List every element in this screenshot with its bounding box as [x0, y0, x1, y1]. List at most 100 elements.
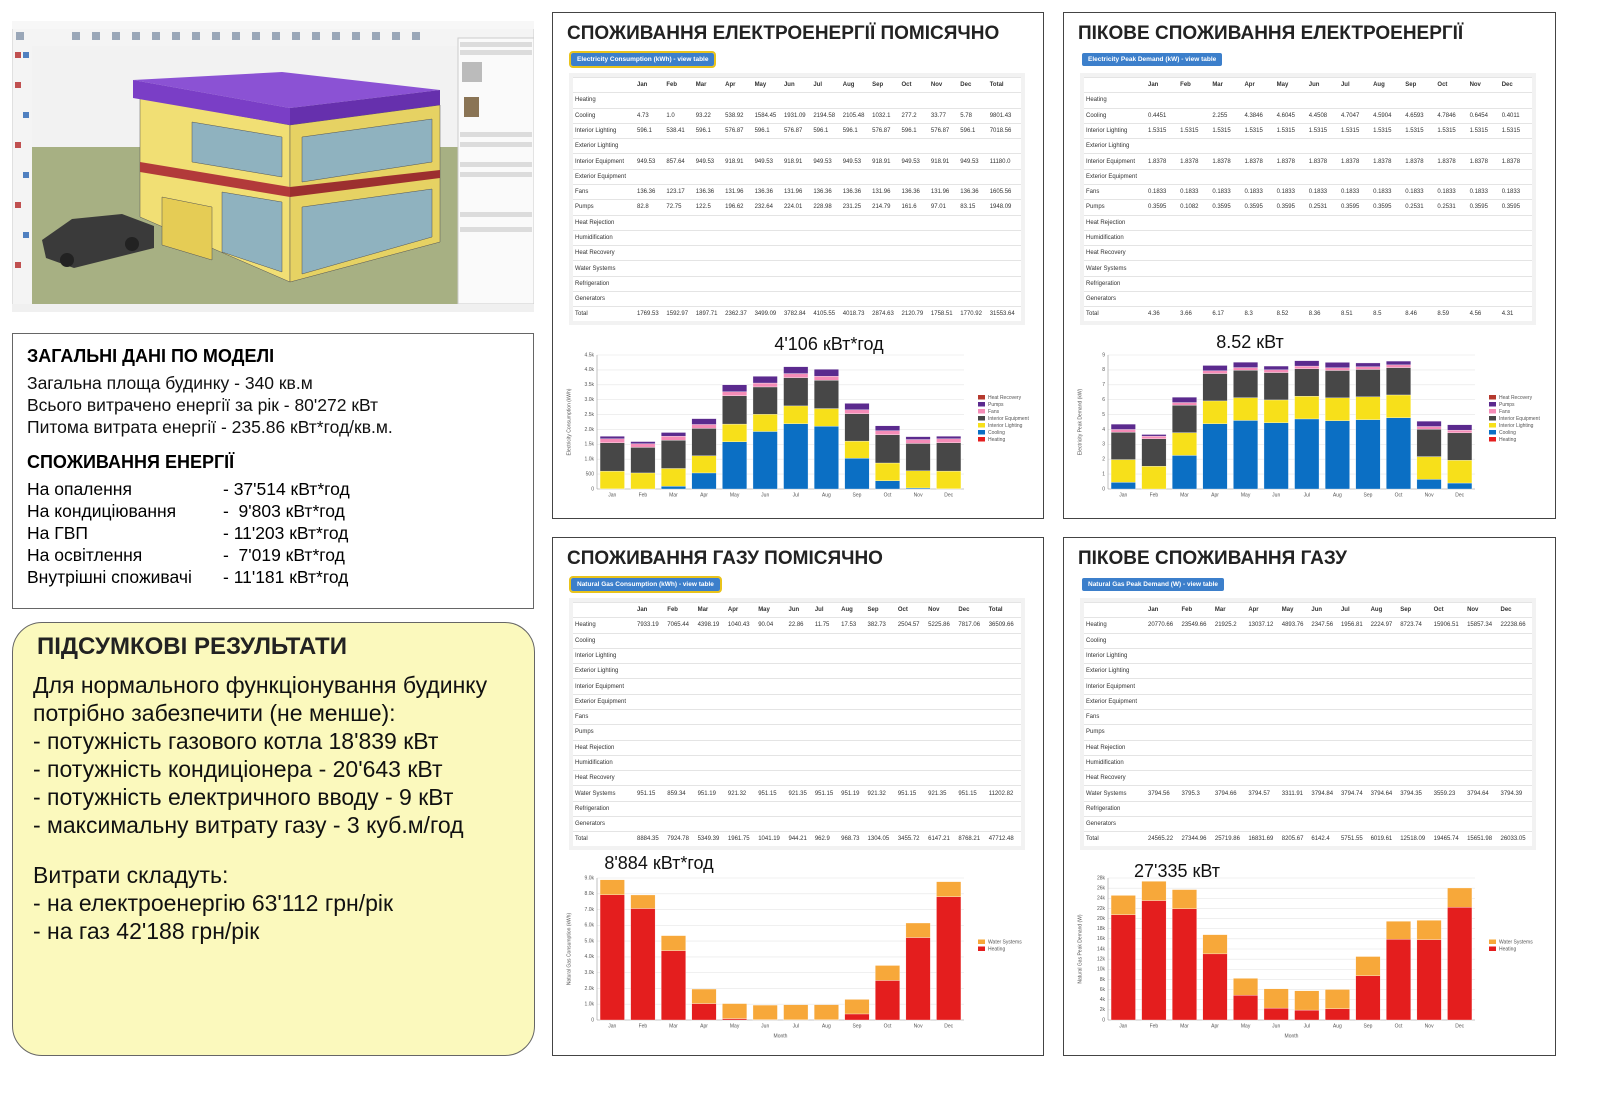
table-cell — [1398, 754, 1432, 771]
table-cell: 1.8378 — [1338, 153, 1372, 170]
table-cell: 0.2531 — [1306, 199, 1339, 216]
table-row: Fans 0.1833 0.1833 0.1833 0.1833 0.1833 0.1833… — [1084, 183, 1532, 200]
table-cell: 1.0 — [664, 107, 694, 124]
table-cell — [986, 693, 1021, 710]
table-row: Interior Equipment 1.8378 1.8378 1.8378 1.83… — [1084, 153, 1532, 170]
view-table-button[interactable]: Natural Gas Peak Demand (W) - view table — [1082, 578, 1225, 591]
column-header: Jan — [635, 601, 666, 618]
table-cell — [986, 739, 1021, 756]
table-cell: 576.87 — [723, 122, 753, 139]
table-cell — [870, 245, 900, 261]
table-cell: 12518.09 — [1398, 831, 1432, 846]
table-cell — [1274, 260, 1307, 277]
table-cell — [1309, 632, 1339, 649]
table-cell: 1.8378 — [1178, 153, 1211, 170]
bar — [905, 443, 931, 471]
row-label: Pumps — [1084, 199, 1146, 216]
y-tick-label: 1 — [1102, 471, 1105, 477]
view-table-button[interactable]: Electricity Consumption (kWh) - view tab… — [568, 51, 717, 68]
legend-swatch — [978, 395, 985, 400]
table-cell — [695, 815, 726, 832]
table-cell — [725, 632, 757, 649]
table-cell — [812, 663, 840, 679]
x-tick-label: Aug — [1333, 1023, 1342, 1029]
bar — [1386, 921, 1411, 940]
table-cell — [756, 770, 787, 786]
table-cell — [1371, 275, 1404, 292]
y-tick-label: 24k — [1097, 896, 1106, 902]
y-tick-label: 4.5k — [585, 352, 595, 358]
column-header: May — [756, 601, 787, 618]
table-cell — [1179, 632, 1213, 649]
x-tick-label: Oct — [1395, 1023, 1403, 1029]
y-tick-label: 2.5k — [585, 412, 595, 418]
row-label: Generators — [1084, 815, 1146, 832]
table-cell — [812, 678, 840, 695]
table-cell: 918.91 — [928, 153, 959, 170]
table-cell — [1368, 754, 1399, 771]
table-cell — [635, 275, 665, 292]
bar — [1447, 424, 1473, 431]
x-tick-label: May — [730, 492, 740, 498]
table-cell — [1403, 290, 1436, 307]
table-cell — [1306, 138, 1339, 154]
table-cell: 8.51 — [1338, 306, 1372, 321]
table-cell — [1274, 229, 1307, 246]
column-header: Jul — [1338, 601, 1369, 618]
bar — [1416, 420, 1442, 427]
table-cell — [987, 290, 1021, 307]
table-cell — [811, 290, 841, 307]
y-tick-label: 5.0k — [585, 938, 595, 944]
table-cell — [956, 708, 987, 725]
table-cell — [1146, 770, 1180, 786]
table-cell — [1431, 708, 1466, 725]
table-cell: 0.3595 — [1210, 199, 1243, 216]
y-tick-label: 4.0k — [585, 954, 595, 960]
column-header: Apr — [1246, 601, 1280, 618]
table-cell — [1338, 754, 1369, 771]
x-tick-label: Jan — [1119, 492, 1127, 498]
table-cell — [987, 214, 1021, 231]
table-cell — [1179, 815, 1213, 832]
table-cell — [1246, 708, 1280, 725]
view-table-button[interactable]: Electricity Peak Demand (kW) - view tabl… — [1082, 53, 1223, 66]
table-cell — [926, 754, 957, 771]
table-cell — [1398, 770, 1432, 786]
y-tick-label: 8 — [1102, 367, 1105, 373]
y-tick-label: 2 — [1102, 457, 1105, 463]
table-cell — [1179, 663, 1213, 679]
x-tick-label: Nov — [914, 1023, 923, 1029]
bar — [1416, 479, 1442, 490]
table-row: Water Systems — [1084, 260, 1532, 277]
table-cell — [1465, 663, 1499, 679]
row-label: Water Systems — [573, 260, 635, 277]
table-cell — [665, 739, 696, 756]
table-cell: 27344.96 — [1179, 831, 1213, 846]
table-cell: 8205.67 — [1279, 831, 1310, 846]
summary-title: ПІДСУМКОВІ РЕЗУЛЬТАТИ — [37, 633, 347, 660]
table-cell — [635, 800, 666, 817]
bar — [813, 369, 839, 377]
table-cell: 72.75 — [664, 199, 694, 216]
table-cell — [781, 275, 812, 292]
table-cell — [725, 815, 757, 832]
table-cell — [1309, 678, 1339, 695]
table-cell: 949.53 — [899, 153, 929, 170]
table-cell — [1210, 229, 1243, 246]
bar — [783, 366, 809, 374]
row-label: Exterior Lighting — [573, 663, 635, 679]
bar — [630, 894, 656, 909]
table-cell — [1274, 168, 1307, 185]
table-cell — [1146, 754, 1180, 771]
table-cell — [1212, 770, 1247, 786]
x-tick-label: Feb — [1150, 1023, 1159, 1029]
table-cell — [811, 92, 841, 109]
table-cell — [1279, 739, 1310, 756]
table-cell — [987, 229, 1021, 246]
table-cell — [664, 214, 694, 231]
bar — [630, 443, 656, 448]
table-cell — [695, 663, 726, 679]
panel-title: СПОЖИВАННЯ ЕЛЕКТРОЕНЕРГІЇ ПОМІСЯЧНО — [567, 23, 1000, 44]
view-table-button[interactable]: Natural Gas Consumption (kWh) - view tab… — [569, 576, 722, 593]
bar — [752, 386, 778, 415]
